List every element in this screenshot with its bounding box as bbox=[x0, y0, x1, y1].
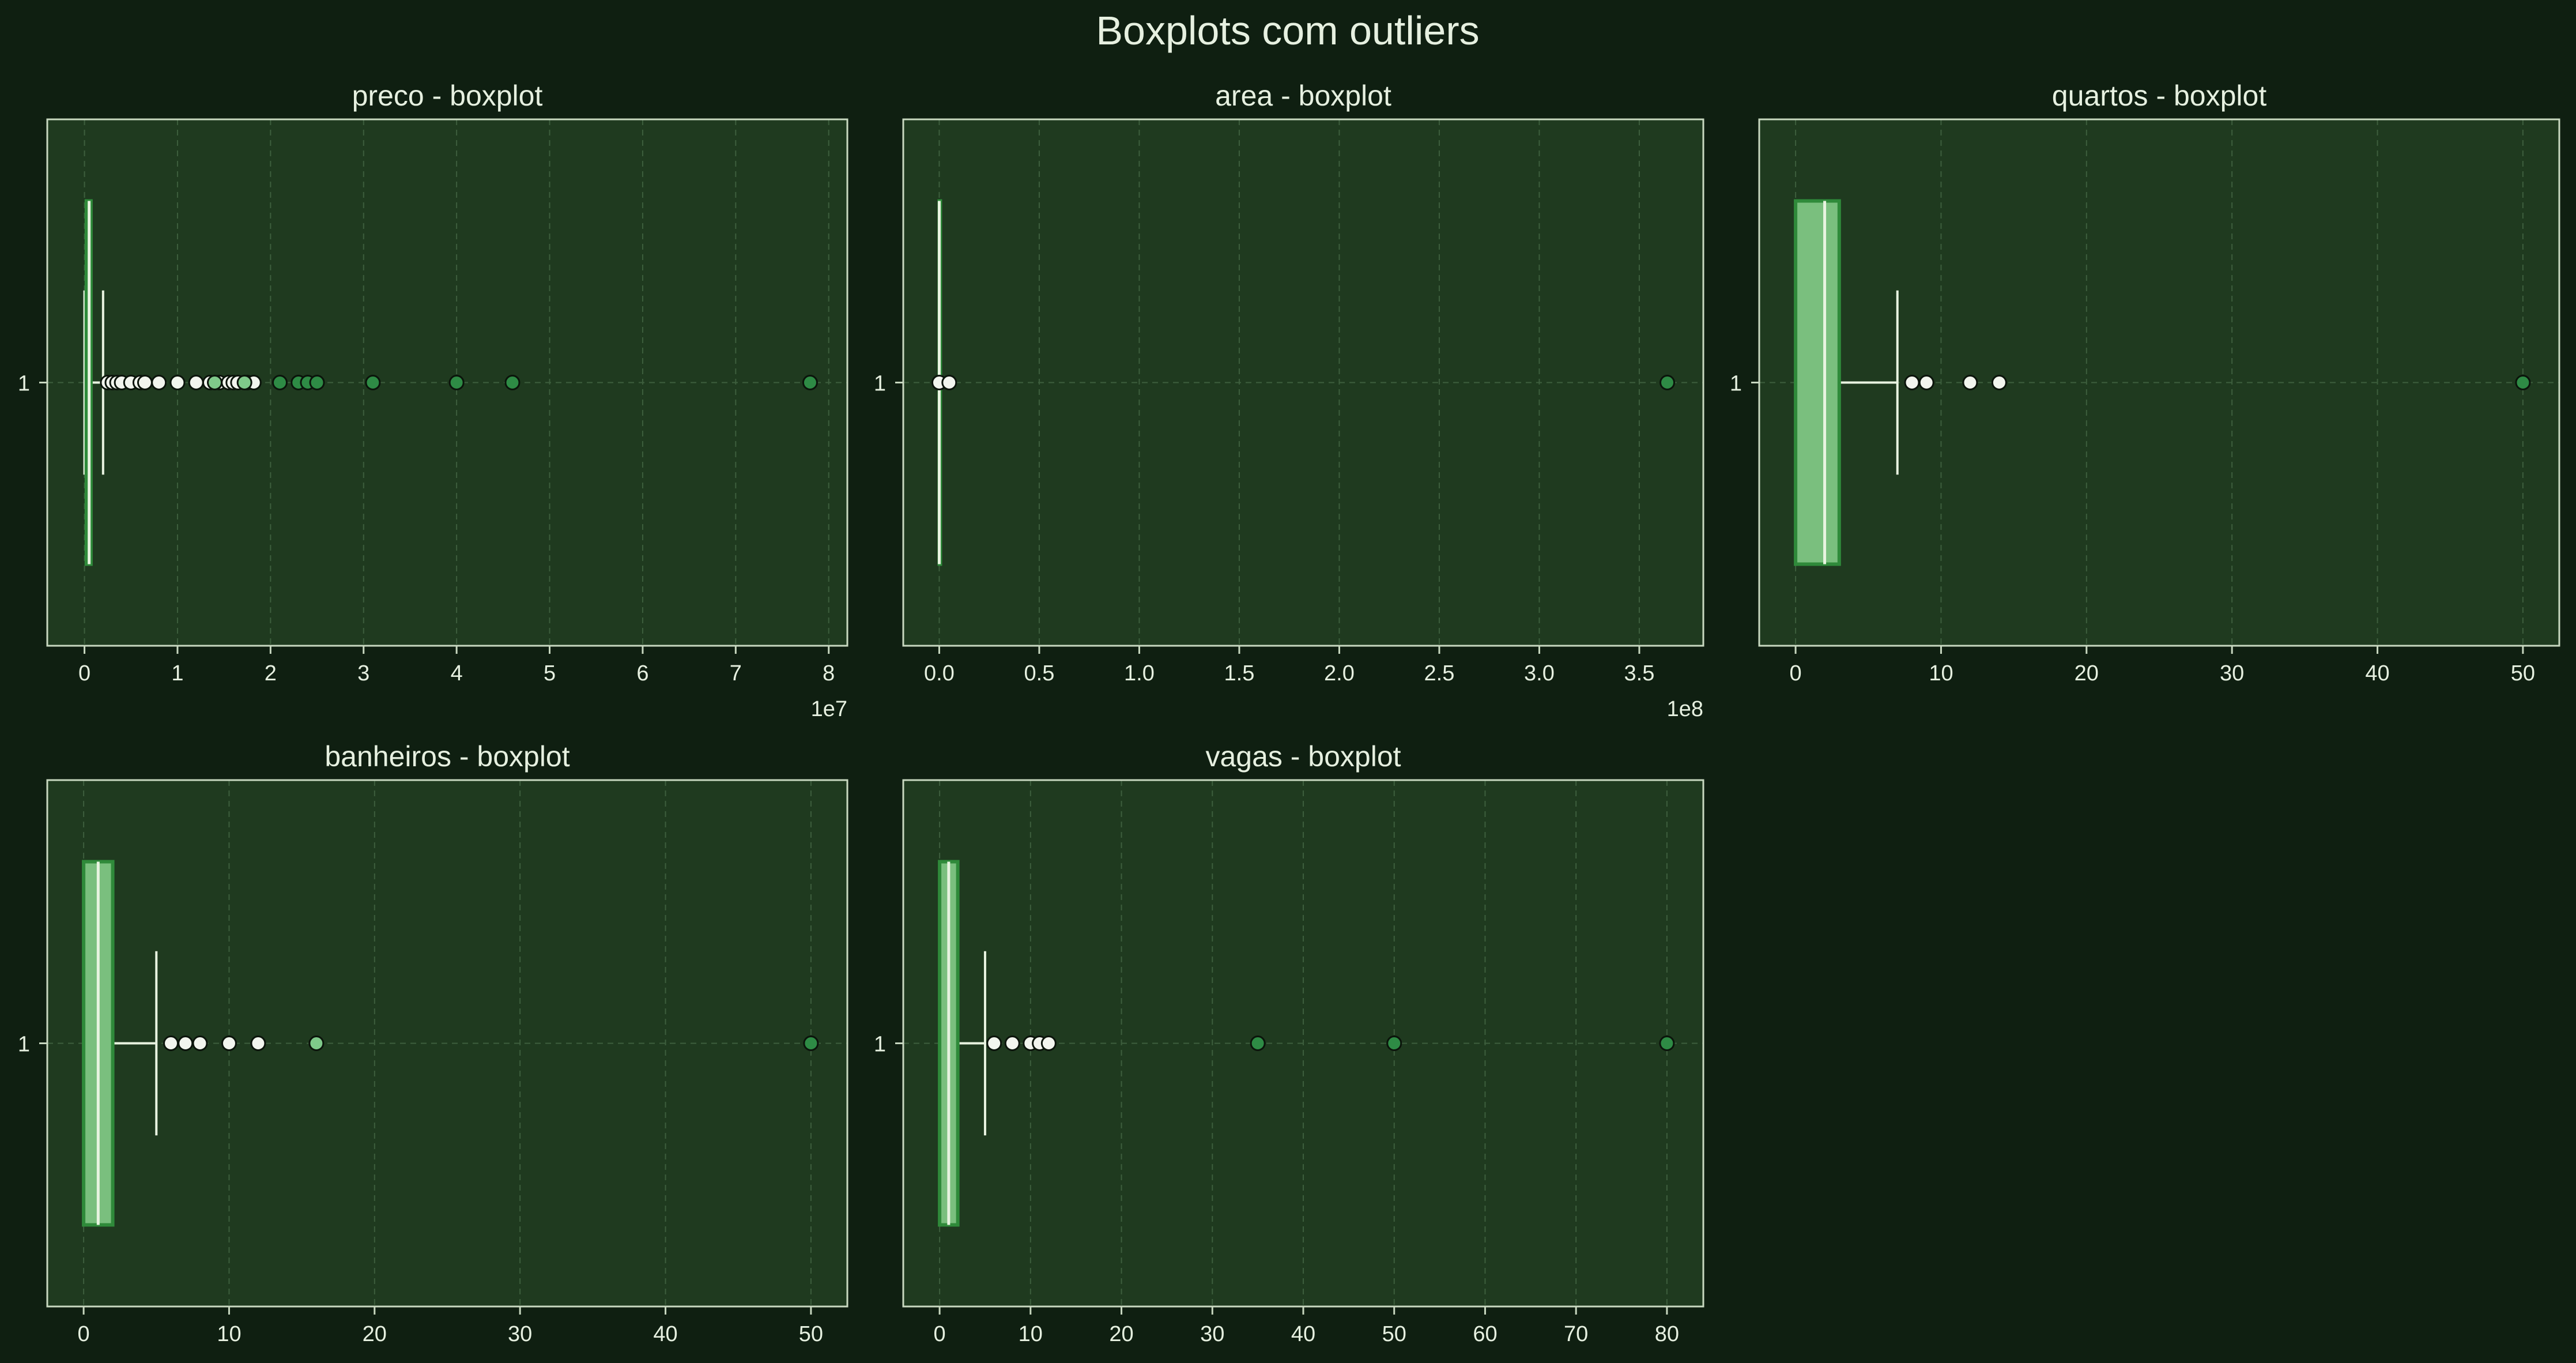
x-tick-label: 6 bbox=[636, 661, 648, 686]
outlier-point bbox=[1659, 375, 1676, 390]
x-tick-label: 0.5 bbox=[1024, 661, 1055, 686]
outlier-point bbox=[1991, 375, 2007, 390]
outlier-point bbox=[163, 1036, 179, 1051]
outlier-point bbox=[1904, 375, 1920, 390]
outlier-point bbox=[207, 375, 223, 390]
x-tick-label: 3.0 bbox=[1524, 661, 1555, 686]
outlier-point bbox=[169, 375, 186, 390]
outlier-point bbox=[309, 375, 325, 390]
y-tick-label: 1 bbox=[874, 1033, 886, 1057]
outlier-point bbox=[137, 375, 153, 390]
x-tick-label: 10 bbox=[1929, 661, 1953, 686]
subplot-title: preco - boxplot bbox=[352, 80, 543, 112]
outlier-point bbox=[178, 1036, 194, 1051]
x-tick-label: 0 bbox=[1790, 661, 1802, 686]
outlier-point bbox=[221, 1036, 237, 1051]
box-iqr bbox=[1794, 199, 1841, 566]
subplot-4: 0 10 20 30 40 50 1 banheiros - boxplot bbox=[18, 740, 848, 1346]
y-tick-label: 1 bbox=[874, 372, 886, 396]
outlier-point bbox=[1040, 1036, 1057, 1051]
x-tick-label: 0 bbox=[934, 1322, 946, 1346]
outlier-point bbox=[365, 375, 381, 390]
x-tick-label: 10 bbox=[1019, 1322, 1043, 1346]
outlier-point bbox=[1250, 1036, 1266, 1051]
x-tick-label: 30 bbox=[2220, 661, 2244, 686]
x-tick-label: 2.0 bbox=[1324, 661, 1355, 686]
outlier-point bbox=[236, 375, 252, 390]
outlier-point bbox=[188, 375, 204, 390]
x-tick-label: 7 bbox=[730, 661, 742, 686]
outlier-point bbox=[1004, 1036, 1020, 1051]
outlier-point bbox=[941, 375, 957, 390]
x-tick-label: 50 bbox=[1382, 1322, 1406, 1346]
subplot-1: 0 1 2 3 4 5 6 7 8 1 1e7 preco - boxplot bbox=[18, 80, 848, 721]
x-tick-label: 20 bbox=[1109, 1322, 1133, 1346]
x-tick-label: 50 bbox=[2511, 661, 2535, 686]
x-offset-label: 1e8 bbox=[1667, 697, 1703, 721]
x-tick-label: 4 bbox=[451, 661, 463, 686]
y-tick-label: 1 bbox=[1730, 372, 1742, 396]
x-tick-label: 3 bbox=[357, 661, 369, 686]
outlier-point bbox=[192, 1036, 208, 1051]
x-tick-label: 50 bbox=[799, 1322, 823, 1346]
subplot-title: banheiros - boxplot bbox=[325, 740, 569, 773]
outlier-point bbox=[504, 375, 521, 390]
outlier-point bbox=[1918, 375, 1934, 390]
outlier-point bbox=[802, 375, 818, 390]
y-tick-label: 1 bbox=[18, 1033, 30, 1057]
outlier-point bbox=[308, 1036, 325, 1051]
outlier-point bbox=[1659, 1036, 1675, 1051]
subplot-2: 0.0 0.5 1.0 1.5 2.0 2.5 3.0 3.5 1 1e8 area - boxpl… bbox=[874, 80, 1704, 721]
x-tick-label: 40 bbox=[1291, 1322, 1315, 1346]
x-tick-label: 0 bbox=[78, 661, 90, 686]
x-tick-label: 20 bbox=[363, 1322, 387, 1346]
x-tick-label: 20 bbox=[2075, 661, 2099, 686]
subplot-title: vagas - boxplot bbox=[1205, 740, 1401, 773]
outlier-point bbox=[151, 375, 167, 390]
x-tick-label: 80 bbox=[1655, 1322, 1679, 1346]
x-tick-label: 60 bbox=[1473, 1322, 1497, 1346]
outlier-point bbox=[803, 1036, 819, 1051]
x-tick-label: 8 bbox=[823, 661, 835, 686]
x-tick-label: 0.0 bbox=[924, 661, 955, 686]
x-tick-label: 40 bbox=[2365, 661, 2389, 686]
outlier-point bbox=[2515, 375, 2531, 390]
outlier-point bbox=[271, 375, 288, 390]
x-tick-label: 40 bbox=[653, 1322, 677, 1346]
x-tick-label: 1 bbox=[171, 661, 183, 686]
x-offset-label: 1e7 bbox=[811, 697, 847, 721]
subplot-5: 0 10 20 30 40 50 60 70 80 1 vagas - boxplot bbox=[874, 740, 1704, 1346]
subplot-title: quartos - boxplot bbox=[2052, 80, 2267, 112]
subplot-grid: 0 1 2 3 4 5 6 7 8 1 1e7 preco - boxplot 0.0 0.5 1.0 1.5… bbox=[18, 80, 2560, 1346]
y-tick-label: 1 bbox=[18, 372, 30, 396]
x-tick-label: 1.0 bbox=[1124, 661, 1155, 686]
x-tick-label: 10 bbox=[217, 1322, 241, 1346]
x-tick-label: 1.5 bbox=[1224, 661, 1255, 686]
x-tick-label: 70 bbox=[1564, 1322, 1588, 1346]
outlier-point bbox=[1386, 1036, 1402, 1051]
outlier-point bbox=[448, 375, 465, 390]
x-tick-label: 3.5 bbox=[1624, 661, 1655, 686]
x-tick-label: 2.5 bbox=[1424, 661, 1455, 686]
x-tick-label: 2 bbox=[265, 661, 277, 686]
subplot-title: area - boxplot bbox=[1215, 80, 1391, 112]
x-tick-label: 5 bbox=[544, 661, 556, 686]
x-tick-label: 30 bbox=[1200, 1322, 1224, 1346]
x-tick-label: 0 bbox=[78, 1322, 90, 1346]
outlier-point bbox=[986, 1036, 1002, 1051]
subplot-3: 0 10 20 30 40 50 1 quartos - boxplot bbox=[1730, 80, 2560, 686]
outlier-point bbox=[1962, 375, 1978, 390]
x-tick-label: 30 bbox=[508, 1322, 532, 1346]
outlier-point bbox=[250, 1036, 266, 1051]
figure-title: Boxplots com outliers bbox=[1096, 8, 1479, 53]
